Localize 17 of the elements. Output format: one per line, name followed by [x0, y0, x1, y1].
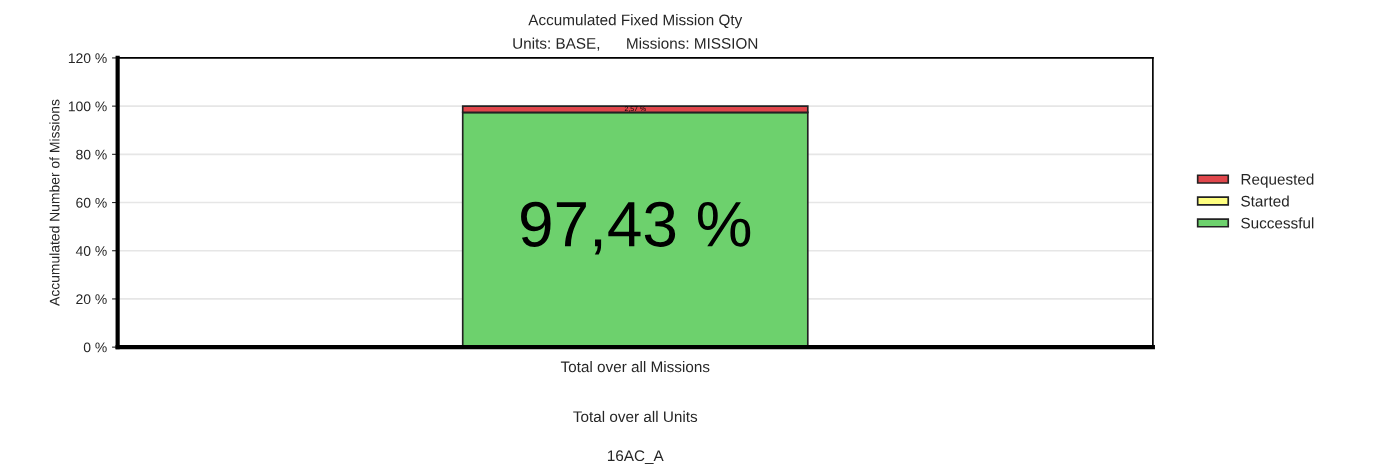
chart-subtitle: Units: BASE, Missions: MISSION — [513, 37, 758, 51]
y-tick-label: 40 % — [75, 246, 107, 256]
text: Total over all Units — [573, 410, 698, 423]
text: 16AC_A — [607, 450, 664, 465]
y-tick-label: 80 % — [76, 149, 107, 160]
y-tick-label: 120 % — [68, 53, 107, 64]
y-tick-label: 60 % — [76, 197, 107, 208]
legend-label: Requested — [1241, 173, 1314, 188]
chart-title: Accumulated Fixed Mission Qty — [528, 14, 743, 29]
y-tick-label: 100 % — [68, 101, 107, 112]
y-tick-label: 20 % — [76, 294, 107, 305]
y-tick-label: 0 % — [83, 342, 107, 353]
x-tick-label: Total over all Missions — [560, 361, 710, 373]
y-axis-title: Accumulated Number of Missions — [49, 99, 60, 306]
legend-label: Successful — [1241, 217, 1314, 229]
data-label: 97,43 % — [521, 201, 751, 255]
legend-label: Started — [1241, 195, 1289, 207]
